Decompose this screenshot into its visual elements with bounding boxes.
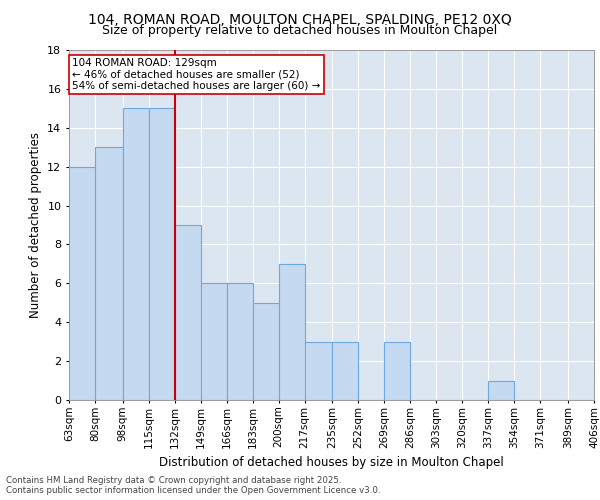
Bar bbox=[149, 108, 175, 400]
Bar bbox=[305, 342, 332, 400]
Bar bbox=[95, 147, 122, 400]
Bar bbox=[122, 108, 149, 400]
Bar bbox=[253, 303, 278, 400]
Bar bbox=[278, 264, 305, 400]
Bar bbox=[227, 284, 253, 400]
Text: 104, ROMAN ROAD, MOULTON CHAPEL, SPALDING, PE12 0XQ: 104, ROMAN ROAD, MOULTON CHAPEL, SPALDIN… bbox=[88, 12, 512, 26]
X-axis label: Distribution of detached houses by size in Moulton Chapel: Distribution of detached houses by size … bbox=[159, 456, 504, 469]
Bar bbox=[488, 380, 514, 400]
Bar bbox=[594, 380, 600, 400]
Bar bbox=[385, 342, 410, 400]
Bar bbox=[332, 342, 358, 400]
Bar bbox=[200, 284, 227, 400]
Y-axis label: Number of detached properties: Number of detached properties bbox=[29, 132, 41, 318]
Text: Contains HM Land Registry data © Crown copyright and database right 2025.
Contai: Contains HM Land Registry data © Crown c… bbox=[6, 476, 380, 495]
Text: Size of property relative to detached houses in Moulton Chapel: Size of property relative to detached ho… bbox=[103, 24, 497, 37]
Bar bbox=[175, 225, 200, 400]
Text: 104 ROMAN ROAD: 129sqm
← 46% of detached houses are smaller (52)
54% of semi-det: 104 ROMAN ROAD: 129sqm ← 46% of detached… bbox=[72, 58, 320, 91]
Bar bbox=[69, 166, 95, 400]
